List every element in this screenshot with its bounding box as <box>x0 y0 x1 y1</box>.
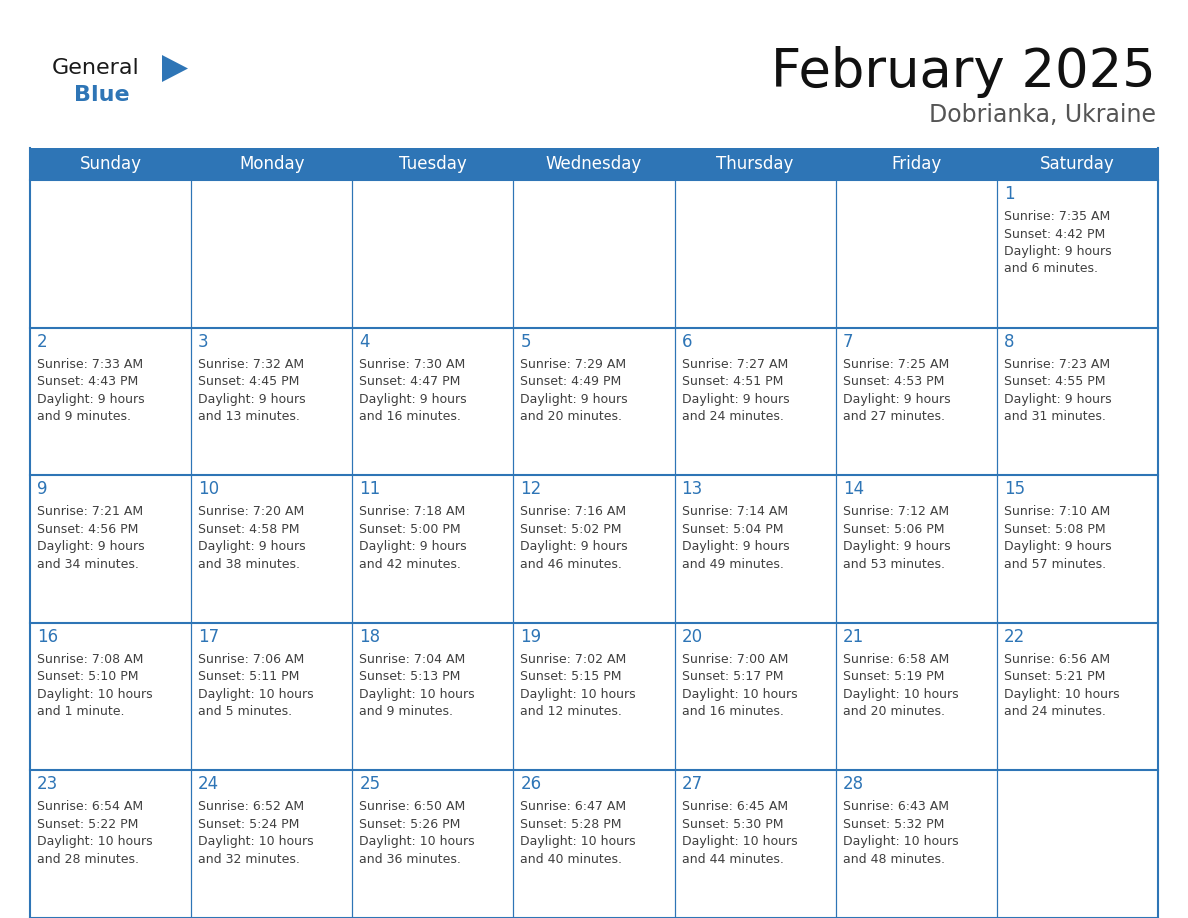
Text: Sunrise: 7:04 AM
Sunset: 5:13 PM
Daylight: 10 hours
and 9 minutes.: Sunrise: 7:04 AM Sunset: 5:13 PM Dayligh… <box>359 653 475 718</box>
Text: 3: 3 <box>198 332 209 351</box>
Text: Sunrise: 7:21 AM
Sunset: 4:56 PM
Daylight: 9 hours
and 34 minutes.: Sunrise: 7:21 AM Sunset: 4:56 PM Dayligh… <box>37 505 145 571</box>
Text: 16: 16 <box>37 628 58 645</box>
Bar <box>191 148 353 180</box>
Text: Sunrise: 7:32 AM
Sunset: 4:45 PM
Daylight: 9 hours
and 13 minutes.: Sunrise: 7:32 AM Sunset: 4:45 PM Dayligh… <box>198 358 305 423</box>
Text: 8: 8 <box>1004 332 1015 351</box>
Polygon shape <box>162 55 188 82</box>
Text: Sunrise: 7:00 AM
Sunset: 5:17 PM
Daylight: 10 hours
and 16 minutes.: Sunrise: 7:00 AM Sunset: 5:17 PM Dayligh… <box>682 653 797 718</box>
Bar <box>353 148 513 180</box>
Bar <box>997 148 1158 180</box>
Text: 19: 19 <box>520 628 542 645</box>
Text: Sunrise: 6:58 AM
Sunset: 5:19 PM
Daylight: 10 hours
and 20 minutes.: Sunrise: 6:58 AM Sunset: 5:19 PM Dayligh… <box>842 653 959 718</box>
Text: Friday: Friday <box>891 155 941 173</box>
Text: February 2025: February 2025 <box>771 46 1156 98</box>
Text: Sunrise: 6:52 AM
Sunset: 5:24 PM
Daylight: 10 hours
and 32 minutes.: Sunrise: 6:52 AM Sunset: 5:24 PM Dayligh… <box>198 800 314 866</box>
Text: 26: 26 <box>520 776 542 793</box>
Bar <box>675 148 835 180</box>
Text: 12: 12 <box>520 480 542 498</box>
Text: Sunrise: 7:12 AM
Sunset: 5:06 PM
Daylight: 9 hours
and 53 minutes.: Sunrise: 7:12 AM Sunset: 5:06 PM Dayligh… <box>842 505 950 571</box>
Text: Sunrise: 7:27 AM
Sunset: 4:51 PM
Daylight: 9 hours
and 24 minutes.: Sunrise: 7:27 AM Sunset: 4:51 PM Dayligh… <box>682 358 789 423</box>
Bar <box>30 148 191 180</box>
Text: General: General <box>52 58 140 78</box>
Text: 20: 20 <box>682 628 702 645</box>
Text: 2: 2 <box>37 332 48 351</box>
Text: Monday: Monday <box>239 155 304 173</box>
Text: Thursday: Thursday <box>716 155 794 173</box>
Text: 14: 14 <box>842 480 864 498</box>
Text: Sunrise: 7:08 AM
Sunset: 5:10 PM
Daylight: 10 hours
and 1 minute.: Sunrise: 7:08 AM Sunset: 5:10 PM Dayligh… <box>37 653 152 718</box>
Text: Sunrise: 6:50 AM
Sunset: 5:26 PM
Daylight: 10 hours
and 36 minutes.: Sunrise: 6:50 AM Sunset: 5:26 PM Dayligh… <box>359 800 475 866</box>
Text: 17: 17 <box>198 628 220 645</box>
Text: 4: 4 <box>359 332 369 351</box>
Text: Sunrise: 7:02 AM
Sunset: 5:15 PM
Daylight: 10 hours
and 12 minutes.: Sunrise: 7:02 AM Sunset: 5:15 PM Dayligh… <box>520 653 636 718</box>
Text: Sunrise: 7:29 AM
Sunset: 4:49 PM
Daylight: 9 hours
and 20 minutes.: Sunrise: 7:29 AM Sunset: 4:49 PM Dayligh… <box>520 358 628 423</box>
Text: Tuesday: Tuesday <box>399 155 467 173</box>
Text: 24: 24 <box>198 776 220 793</box>
Text: 6: 6 <box>682 332 693 351</box>
Text: 1: 1 <box>1004 185 1015 203</box>
Text: Sunrise: 7:30 AM
Sunset: 4:47 PM
Daylight: 9 hours
and 16 minutes.: Sunrise: 7:30 AM Sunset: 4:47 PM Dayligh… <box>359 358 467 423</box>
Text: Sunrise: 7:18 AM
Sunset: 5:00 PM
Daylight: 9 hours
and 42 minutes.: Sunrise: 7:18 AM Sunset: 5:00 PM Dayligh… <box>359 505 467 571</box>
Text: Sunrise: 7:23 AM
Sunset: 4:55 PM
Daylight: 9 hours
and 31 minutes.: Sunrise: 7:23 AM Sunset: 4:55 PM Dayligh… <box>1004 358 1112 423</box>
Text: 5: 5 <box>520 332 531 351</box>
Text: Wednesday: Wednesday <box>545 155 643 173</box>
Bar <box>835 148 997 180</box>
Text: Sunrise: 7:35 AM
Sunset: 4:42 PM
Daylight: 9 hours
and 6 minutes.: Sunrise: 7:35 AM Sunset: 4:42 PM Dayligh… <box>1004 210 1112 275</box>
Text: Sunrise: 6:56 AM
Sunset: 5:21 PM
Daylight: 10 hours
and 24 minutes.: Sunrise: 6:56 AM Sunset: 5:21 PM Dayligh… <box>1004 653 1119 718</box>
Bar <box>513 148 675 180</box>
Text: 23: 23 <box>37 776 58 793</box>
Text: 15: 15 <box>1004 480 1025 498</box>
Text: Sunrise: 7:14 AM
Sunset: 5:04 PM
Daylight: 9 hours
and 49 minutes.: Sunrise: 7:14 AM Sunset: 5:04 PM Dayligh… <box>682 505 789 571</box>
Text: Sunrise: 7:06 AM
Sunset: 5:11 PM
Daylight: 10 hours
and 5 minutes.: Sunrise: 7:06 AM Sunset: 5:11 PM Dayligh… <box>198 653 314 718</box>
Text: Sunrise: 6:43 AM
Sunset: 5:32 PM
Daylight: 10 hours
and 48 minutes.: Sunrise: 6:43 AM Sunset: 5:32 PM Dayligh… <box>842 800 959 866</box>
Text: Sunrise: 7:20 AM
Sunset: 4:58 PM
Daylight: 9 hours
and 38 minutes.: Sunrise: 7:20 AM Sunset: 4:58 PM Dayligh… <box>198 505 305 571</box>
Text: Dobrianka, Ukraine: Dobrianka, Ukraine <box>929 103 1156 127</box>
Text: 7: 7 <box>842 332 853 351</box>
Text: 22: 22 <box>1004 628 1025 645</box>
Text: 9: 9 <box>37 480 48 498</box>
Text: 27: 27 <box>682 776 702 793</box>
Text: Sunrise: 7:25 AM
Sunset: 4:53 PM
Daylight: 9 hours
and 27 minutes.: Sunrise: 7:25 AM Sunset: 4:53 PM Dayligh… <box>842 358 950 423</box>
Text: Sunrise: 6:45 AM
Sunset: 5:30 PM
Daylight: 10 hours
and 44 minutes.: Sunrise: 6:45 AM Sunset: 5:30 PM Dayligh… <box>682 800 797 866</box>
Text: 13: 13 <box>682 480 703 498</box>
Text: Saturday: Saturday <box>1040 155 1114 173</box>
Text: Sunrise: 6:47 AM
Sunset: 5:28 PM
Daylight: 10 hours
and 40 minutes.: Sunrise: 6:47 AM Sunset: 5:28 PM Dayligh… <box>520 800 636 866</box>
Text: Sunrise: 6:54 AM
Sunset: 5:22 PM
Daylight: 10 hours
and 28 minutes.: Sunrise: 6:54 AM Sunset: 5:22 PM Dayligh… <box>37 800 152 866</box>
Text: Sunday: Sunday <box>80 155 141 173</box>
Text: 11: 11 <box>359 480 380 498</box>
Text: 21: 21 <box>842 628 864 645</box>
Text: Sunrise: 7:16 AM
Sunset: 5:02 PM
Daylight: 9 hours
and 46 minutes.: Sunrise: 7:16 AM Sunset: 5:02 PM Dayligh… <box>520 505 628 571</box>
Text: 28: 28 <box>842 776 864 793</box>
Text: Sunrise: 7:33 AM
Sunset: 4:43 PM
Daylight: 9 hours
and 9 minutes.: Sunrise: 7:33 AM Sunset: 4:43 PM Dayligh… <box>37 358 145 423</box>
Text: 25: 25 <box>359 776 380 793</box>
Text: 10: 10 <box>198 480 220 498</box>
Text: Blue: Blue <box>74 85 129 105</box>
Text: Sunrise: 7:10 AM
Sunset: 5:08 PM
Daylight: 9 hours
and 57 minutes.: Sunrise: 7:10 AM Sunset: 5:08 PM Dayligh… <box>1004 505 1112 571</box>
Text: 18: 18 <box>359 628 380 645</box>
